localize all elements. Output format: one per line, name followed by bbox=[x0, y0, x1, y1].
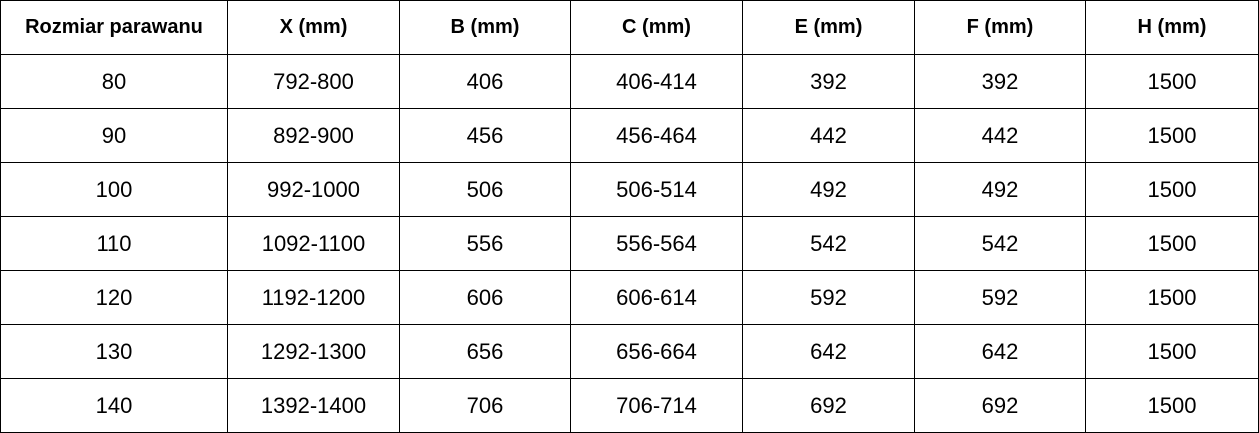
table-cell: 992-1000 bbox=[227, 162, 400, 217]
table-cell: 606-614 bbox=[570, 270, 743, 325]
table-cell: 456 bbox=[399, 108, 571, 163]
column-header: X (mm) bbox=[227, 0, 400, 55]
table-cell: 1292-1300 bbox=[227, 324, 400, 379]
table-cell: 642 bbox=[742, 324, 915, 379]
table-cell: 392 bbox=[742, 54, 915, 109]
table-row: 110 1092-1100 556 556-564 542 542 1500 bbox=[0, 216, 1259, 271]
table-cell: 456-464 bbox=[570, 108, 743, 163]
table-cell: 406-414 bbox=[570, 54, 743, 109]
table-cell: 792-800 bbox=[227, 54, 400, 109]
table-cell: 556 bbox=[399, 216, 571, 271]
table-cell: 492 bbox=[742, 162, 915, 217]
table-cell: 1500 bbox=[1085, 216, 1259, 271]
table-cell: 506 bbox=[399, 162, 571, 217]
table-cell: 542 bbox=[914, 216, 1086, 271]
table-cell: 592 bbox=[914, 270, 1086, 325]
table-row: 100 992-1000 506 506-514 492 492 1500 bbox=[0, 162, 1259, 217]
table-cell: 392 bbox=[914, 54, 1086, 109]
table-cell: 110 bbox=[0, 216, 228, 271]
table-cell: 542 bbox=[742, 216, 915, 271]
table-cell: 656-664 bbox=[570, 324, 743, 379]
header-row: Rozmiar parawanu X (mm) B (mm) C (mm) E (mm)… bbox=[0, 0, 1259, 55]
table-cell: 506-514 bbox=[570, 162, 743, 217]
table-cell: 1192-1200 bbox=[227, 270, 400, 325]
table-row: 90 892-900 456 456-464 442 442 1500 bbox=[0, 108, 1259, 163]
table-cell: 1500 bbox=[1085, 54, 1259, 109]
table-cell: 90 bbox=[0, 108, 228, 163]
table-cell: 606 bbox=[399, 270, 571, 325]
table-cell: 692 bbox=[914, 378, 1086, 433]
column-header: H (mm) bbox=[1085, 0, 1259, 55]
table-cell: 656 bbox=[399, 324, 571, 379]
table-cell: 706-714 bbox=[570, 378, 743, 433]
table-cell: 1500 bbox=[1085, 162, 1259, 217]
table-cell: 642 bbox=[914, 324, 1086, 379]
table-cell: 140 bbox=[0, 378, 228, 433]
table-cell: 556-564 bbox=[570, 216, 743, 271]
table-cell: 1500 bbox=[1085, 108, 1259, 163]
table-cell: 406 bbox=[399, 54, 571, 109]
table-cell: 442 bbox=[742, 108, 915, 163]
column-header: Rozmiar parawanu bbox=[0, 0, 228, 55]
column-header: E (mm) bbox=[742, 0, 915, 55]
table-row: 130 1292-1300 656 656-664 642 642 1500 bbox=[0, 324, 1259, 379]
table-cell: 892-900 bbox=[227, 108, 400, 163]
column-header: B (mm) bbox=[399, 0, 571, 55]
table-cell: 1500 bbox=[1085, 378, 1259, 433]
column-header: C (mm) bbox=[570, 0, 743, 55]
table-cell: 120 bbox=[0, 270, 228, 325]
table-cell: 692 bbox=[742, 378, 915, 433]
table-cell: 706 bbox=[399, 378, 571, 433]
table-cell: 130 bbox=[0, 324, 228, 379]
table-cell: 100 bbox=[0, 162, 228, 217]
table-cell: 1500 bbox=[1085, 270, 1259, 325]
table-cell: 80 bbox=[0, 54, 228, 109]
table-cell: 442 bbox=[914, 108, 1086, 163]
column-header: F (mm) bbox=[914, 0, 1086, 55]
table-cell: 1092-1100 bbox=[227, 216, 400, 271]
table-row: 80 792-800 406 406-414 392 392 1500 bbox=[0, 54, 1259, 109]
table-cell: 1392-1400 bbox=[227, 378, 400, 433]
table-row: 140 1392-1400 706 706-714 692 692 1500 bbox=[0, 378, 1259, 433]
table-cell: 592 bbox=[742, 270, 915, 325]
table-cell: 492 bbox=[914, 162, 1086, 217]
table-row: 120 1192-1200 606 606-614 592 592 1500 bbox=[0, 270, 1259, 325]
table-cell: 1500 bbox=[1085, 324, 1259, 379]
